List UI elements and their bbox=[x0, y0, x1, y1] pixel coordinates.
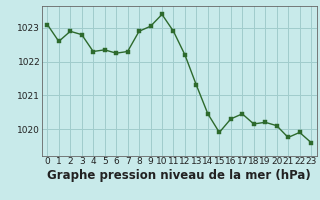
X-axis label: Graphe pression niveau de la mer (hPa): Graphe pression niveau de la mer (hPa) bbox=[47, 169, 311, 182]
